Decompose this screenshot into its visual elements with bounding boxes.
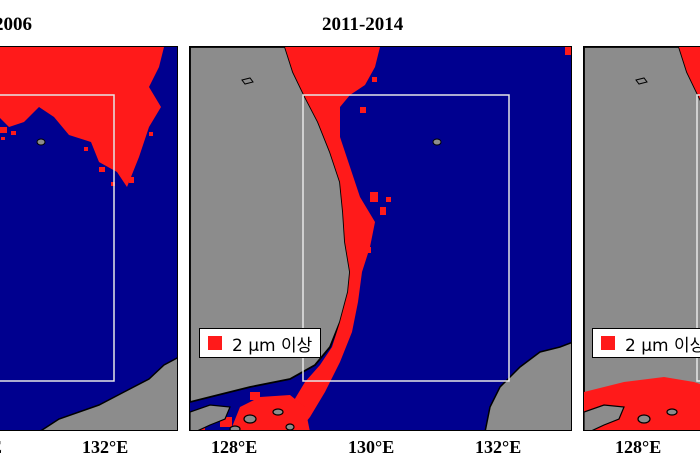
southern-islands [190, 404, 295, 430]
islet-shape [241, 77, 254, 85]
tick-left-130: E [0, 437, 2, 458]
legend-right: 2 μm 이상 [592, 328, 700, 358]
island-shape [36, 138, 46, 146]
tick-right-128: 128°E [615, 437, 662, 457]
study-area-box [696, 94, 700, 382]
legend-swatch [601, 336, 615, 350]
map-middle-svg [190, 47, 571, 430]
study-area-box [0, 94, 115, 382]
map-panel-right [583, 46, 700, 431]
map-panel-middle [189, 46, 572, 431]
panel-title-left: 2006 [0, 14, 32, 35]
island-shape [432, 138, 442, 146]
tick-middle-130: 130°E [348, 437, 395, 457]
legend-middle: 2 μm 이상 [199, 328, 322, 358]
land-area-peninsula [584, 47, 700, 430]
land-area-southeast [484, 341, 571, 430]
panel-title-middle: 2011-2014 [322, 14, 404, 35]
islet-shape [635, 77, 648, 85]
map-left-svg [0, 47, 177, 430]
map-panel-left [0, 46, 178, 431]
southern-islands [584, 404, 678, 430]
tick-middle-132: 132°E [475, 437, 522, 457]
tick-left-132: 132°E [82, 437, 129, 457]
legend-swatch [208, 336, 222, 350]
study-area-box [302, 94, 510, 382]
legend-label: 2 μm 이상 [625, 335, 700, 356]
map-right-svg [584, 47, 700, 430]
highlight-region-left [0, 47, 164, 187]
land-area-southeast [40, 357, 177, 430]
legend-label: 2 μm 이상 [232, 335, 313, 356]
tick-middle-128: 128°E [211, 437, 258, 457]
